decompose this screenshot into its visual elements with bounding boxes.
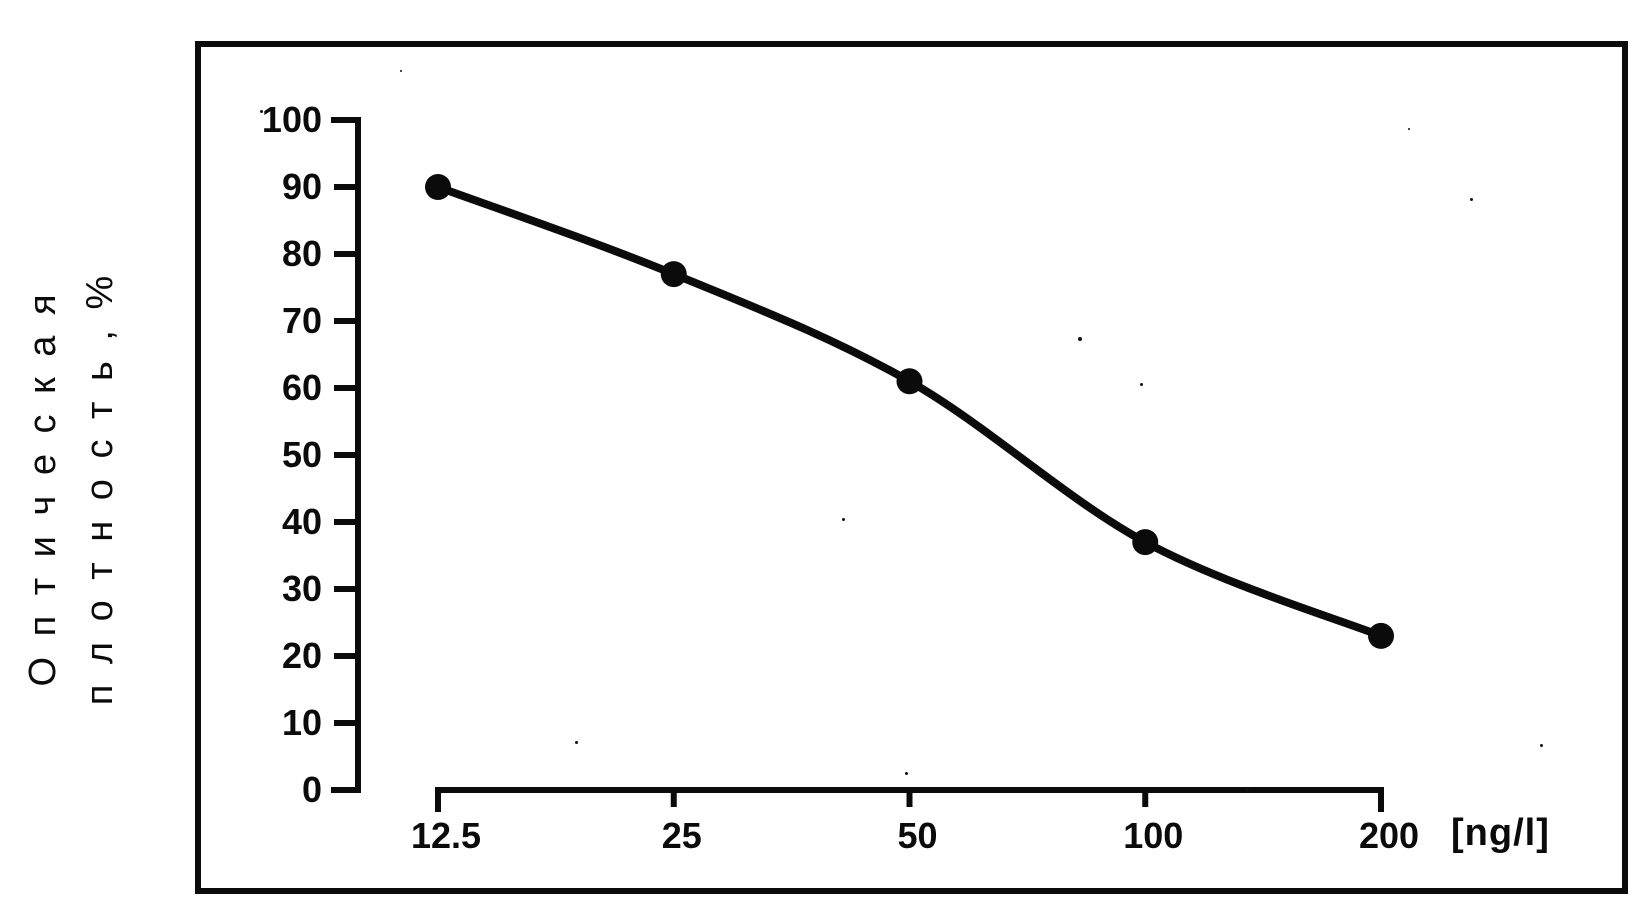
x-tick-label: 200 bbox=[1359, 815, 1419, 856]
data-point bbox=[1368, 622, 1394, 649]
scan-speck bbox=[400, 70, 402, 72]
dose-response-curve bbox=[434, 183, 1385, 640]
x-axis-unit-label: [ng/l] bbox=[1451, 812, 1550, 854]
scan-speck bbox=[308, 648, 310, 650]
x-tick-label: 50 bbox=[897, 815, 937, 856]
data-point bbox=[896, 368, 923, 395]
scan-speck bbox=[575, 741, 578, 744]
scan-speck bbox=[1470, 198, 1473, 201]
scan-speck bbox=[842, 518, 845, 521]
y-tick-label: 60 bbox=[282, 367, 322, 408]
data-point bbox=[425, 174, 451, 200]
y-tick-label: 20 bbox=[282, 635, 322, 676]
scan-speck bbox=[1078, 337, 1082, 341]
y-tick-label: 30 bbox=[282, 568, 322, 609]
y-axis-title-line2: п л о т н о с т ь , % bbox=[79, 270, 121, 706]
y-tick-label: 90 bbox=[282, 166, 322, 207]
scan-speck bbox=[1140, 383, 1143, 386]
y-tick-label: 10 bbox=[282, 702, 322, 743]
scan-speck bbox=[1408, 128, 1410, 130]
data-point bbox=[1132, 529, 1159, 556]
x-tick-label: 12.5 bbox=[411, 815, 481, 856]
y-tick-label: 70 bbox=[282, 300, 322, 341]
y-tick-label: 0 bbox=[302, 769, 322, 810]
y-axis-title-line1: О п т и ч е с к а я bbox=[22, 289, 64, 687]
y-tick-label: 100 bbox=[262, 99, 322, 140]
x-tick-label: 25 bbox=[662, 815, 702, 856]
y-axis-title: О п т и ч е с к а я п л о т н о с т ь , … bbox=[15, 271, 129, 706]
data-point bbox=[660, 261, 687, 288]
y-tick-label: 40 bbox=[282, 501, 322, 542]
scan-speck bbox=[1540, 744, 1543, 747]
y-tick-label: 80 bbox=[282, 233, 322, 274]
x-tick-label: 100 bbox=[1123, 815, 1183, 856]
scan-speck bbox=[905, 772, 908, 775]
scan-speck bbox=[1246, 788, 1249, 791]
scan-speck bbox=[260, 110, 263, 113]
y-tick-label: 50 bbox=[282, 434, 322, 475]
